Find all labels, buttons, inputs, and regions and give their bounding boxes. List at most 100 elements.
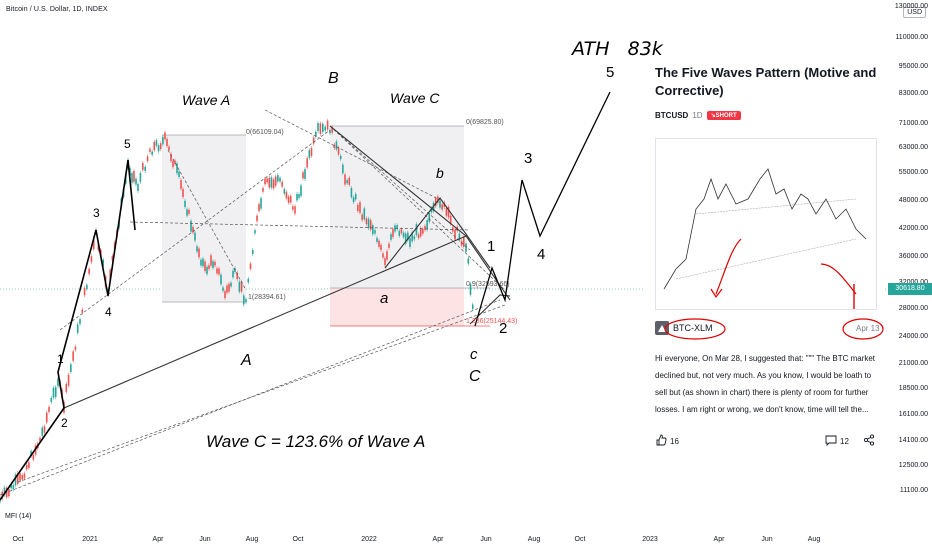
candle-body — [350, 188, 353, 198]
author-name[interactable]: BTC-XLM — [673, 323, 713, 333]
wave-c-label: Wave C — [390, 90, 440, 106]
price-axis-label: 21000.00 — [898, 360, 928, 367]
candle-body — [469, 283, 472, 295]
candle-body — [413, 236, 416, 240]
price-axis-label: 14100.00 — [898, 437, 928, 444]
candle-body — [23, 473, 26, 479]
candle-body — [14, 474, 17, 486]
time-axis-label: 2021 — [82, 536, 98, 543]
candle-body — [380, 244, 382, 250]
price-axis-label: 83000.00 — [898, 90, 928, 97]
candle-body — [137, 183, 139, 192]
candle-body — [220, 274, 222, 285]
price-axis[interactable]: USD 130000.00 110000.00 95000.00 83000.00 71… — [888, 0, 932, 550]
boost-button[interactable]: 16 — [655, 432, 679, 450]
price-chart[interactable] — [0, 0, 888, 550]
indicator-label: MFI (14) — [5, 513, 32, 520]
candle-body — [326, 120, 329, 130]
candle-body — [190, 220, 192, 232]
candle-body — [245, 299, 247, 303]
candle-body — [352, 197, 355, 203]
candle-body — [365, 218, 368, 225]
candle-body — [196, 246, 198, 252]
chart-area[interactable]: Bitcoin / U.S. Dollar, 1D, INDEX MFI (14… — [0, 0, 888, 550]
candle-body — [378, 240, 380, 247]
fib-c-bottom: 1.236(25144.43) — [466, 318, 518, 325]
idea-actions: 16 12 — [655, 432, 877, 452]
candle-body — [346, 180, 348, 184]
candle-body — [274, 176, 277, 186]
price-axis-label: 28000.00 — [898, 305, 928, 312]
price-axis-label: 11100.00 — [899, 487, 928, 494]
candle-body — [172, 160, 174, 168]
candle-body — [65, 384, 68, 392]
motive-wave-1-5 — [0, 159, 136, 501]
candle-body — [228, 283, 230, 292]
idea-symbol[interactable]: BTCUSD — [655, 110, 689, 120]
candle-body — [135, 178, 137, 185]
candle-body — [281, 181, 283, 187]
candle-body — [322, 123, 324, 132]
candle-body — [131, 173, 133, 183]
fib-a-bottom: 1(28394.61) — [248, 294, 286, 301]
boost-count: 16 — [670, 436, 679, 446]
candle-body — [202, 258, 204, 267]
candle-body — [308, 150, 311, 158]
candle-body — [164, 132, 166, 140]
candle-body — [251, 249, 254, 255]
candle-body — [411, 232, 413, 242]
candle-body — [72, 351, 74, 361]
candle-body — [458, 233, 461, 241]
short-badge: ↘SHORT — [706, 110, 741, 120]
candle-body — [178, 171, 180, 177]
candle-body — [8, 489, 10, 497]
future-num-1: 1 — [487, 238, 496, 255]
candle-body — [348, 177, 351, 185]
candle-body — [133, 171, 135, 182]
share-icon[interactable] — [863, 433, 875, 451]
idea-description: Hi everyone, On Mar 28, I suggested that… — [655, 354, 876, 414]
candle-body — [465, 243, 467, 252]
candle-body — [57, 378, 59, 387]
candle-body — [200, 259, 202, 266]
symbol-title: Bitcoin / U.S. Dollar, 1D, INDEX — [6, 6, 108, 13]
candle-body — [180, 180, 182, 189]
candle-body — [302, 172, 304, 179]
currency-box[interactable]: USD — [903, 7, 926, 18]
candle-body — [439, 200, 441, 208]
candle-body — [361, 214, 363, 221]
candle-body — [10, 484, 12, 489]
candle-body — [41, 427, 44, 436]
idea-title[interactable]: The Five Waves Pattern (Motive and Corre… — [655, 65, 877, 98]
candle-body — [1, 491, 4, 499]
candle-body — [317, 123, 319, 132]
candle-body — [283, 189, 286, 194]
candle-body — [417, 234, 420, 238]
fib-box-c-extension — [330, 288, 464, 326]
candle-body — [300, 185, 302, 196]
idea-thumbnail[interactable] — [655, 138, 877, 310]
candle-body — [287, 196, 290, 203]
time-axis-label: Jun — [761, 536, 773, 543]
candle-body — [67, 374, 70, 386]
candle-body — [392, 229, 394, 238]
candle-body — [285, 191, 288, 199]
ratio-label: Wave C = 123.6% of Wave A — [206, 432, 426, 451]
price-axis-label: 12500.00 — [898, 462, 928, 469]
time-axis[interactable]: Oct 2021 Apr Jun Aug Oct 2022 Apr Jun Aug Oct 2023 A… — [0, 534, 888, 550]
fib-c-top: 0(69825.80) — [466, 119, 504, 126]
candle-body — [400, 229, 403, 234]
candle-body — [337, 147, 340, 155]
candle-body — [376, 237, 378, 242]
candle-body — [50, 397, 53, 402]
candle-body — [289, 195, 292, 203]
thumbnail-chart — [663, 168, 867, 290]
candle-body — [409, 238, 411, 247]
candle-body — [139, 173, 142, 182]
candle-body — [268, 177, 271, 188]
candle-body — [206, 266, 208, 275]
trend-lines — [63, 125, 511, 409]
candle-body — [236, 272, 238, 280]
candle-body — [430, 208, 433, 213]
comments-button[interactable]: 12 — [825, 432, 849, 450]
